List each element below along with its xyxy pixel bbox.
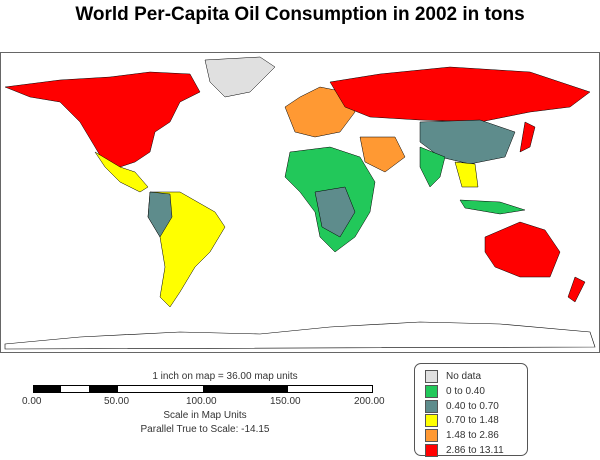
south-america-west [147, 191, 173, 238]
scale-bar [33, 385, 373, 393]
legend-label: 0.40 to 0.70 [446, 400, 499, 412]
scale-tick: 0.00 [22, 396, 42, 407]
legend-item: 1.48 to 2.86 [425, 429, 499, 443]
greenland [204, 56, 276, 98]
scale-caption: 1 inch on map = 36.00 map units [152, 371, 298, 382]
mexico-central-america [94, 151, 149, 193]
legend-swatch [425, 384, 438, 398]
china [419, 119, 516, 165]
legend-item: 0.70 to 1.48 [425, 414, 499, 428]
japan [519, 121, 536, 153]
middle-east [359, 136, 406, 173]
legend-swatch [425, 414, 438, 428]
legend-label: No data [446, 371, 482, 383]
legend-item: No data [425, 370, 481, 383]
indonesia [459, 199, 526, 215]
southeast-asia [454, 161, 479, 188]
scale-parallel: Parallel True to Scale: -14.15 [140, 424, 270, 435]
scale-tick: 150.00 [270, 396, 301, 407]
russia [329, 66, 591, 123]
legend-item: 2.86 to 13.11 [425, 444, 504, 457]
legend: No data 0 to 0.40 0.40 to 0.70 0.70 to 1.48… [414, 363, 528, 457]
scale-tick: 200.00 [354, 396, 385, 407]
antarctica [4, 321, 596, 350]
legend-item: 0.40 to 0.70 [425, 399, 499, 413]
scale-units-label: Scale in Map Units [163, 410, 247, 421]
world-map [0, 52, 600, 353]
scale-tick: 50.00 [104, 396, 130, 407]
legend-swatch [425, 370, 438, 383]
map-title: World Per-Capita Oil Consumption in 2002… [75, 4, 525, 25]
legend-label: 0 to 0.40 [446, 385, 485, 397]
north-america [4, 71, 201, 168]
legend-swatch [425, 429, 438, 443]
legend-label: 1.48 to 2.86 [446, 430, 499, 442]
legend-label: 0.70 to 1.48 [446, 415, 499, 427]
legend-label: 2.86 to 13.11 [446, 445, 504, 457]
scale-tick: 100.00 [186, 396, 217, 407]
australia [484, 221, 561, 278]
europe [284, 86, 356, 138]
africa-central [314, 186, 356, 238]
india [419, 146, 446, 188]
legend-swatch [425, 399, 438, 413]
legend-item: 0 to 0.40 [425, 384, 485, 398]
new-zealand [567, 276, 586, 303]
legend-swatch [425, 444, 438, 457]
